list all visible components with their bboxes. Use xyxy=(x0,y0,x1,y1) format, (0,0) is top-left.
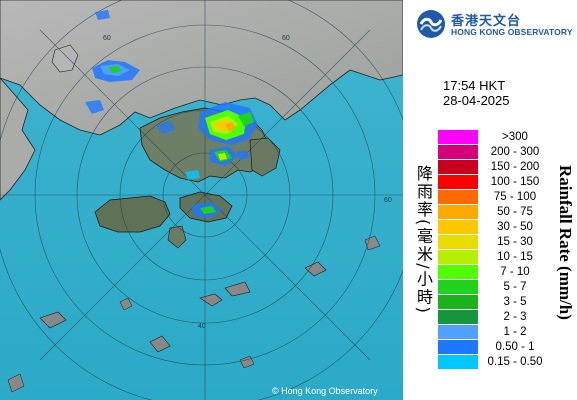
hko-logo-icon xyxy=(417,10,445,38)
legend-label: 150 - 200 xyxy=(490,161,540,173)
bay-land xyxy=(51,44,79,73)
legend-label: >300 xyxy=(502,131,528,143)
legend-swatch xyxy=(438,355,478,370)
observation-date: 28-04-2025 xyxy=(443,93,510,108)
island xyxy=(224,281,251,297)
legend-label: 200 - 300 xyxy=(490,146,540,158)
legend-label: 100 - 150 xyxy=(490,176,540,188)
legend-label: 0.15 - 0.50 xyxy=(487,356,543,368)
radar-echoes xyxy=(85,10,258,218)
legend-swatch xyxy=(438,295,478,310)
legend-swatch xyxy=(438,130,478,145)
info-panel: 香港天文台 HONG KONG OBSERVATORY 17:54 HKT 28… xyxy=(403,0,577,400)
legend-label: 7 - 10 xyxy=(500,266,530,278)
observation-time: 17:54 HKT xyxy=(443,78,506,93)
west-coast-land xyxy=(0,77,36,201)
legend-title-en: Rainfall Rate (mm/h) xyxy=(556,165,575,320)
legend-swatch xyxy=(438,280,478,295)
legend-swatches xyxy=(438,130,478,370)
legend-title-zh: 降雨率(毫米/小時) xyxy=(414,165,433,315)
legend-swatch xyxy=(438,265,478,280)
island xyxy=(7,373,25,393)
legend-label: 3 - 5 xyxy=(503,296,527,308)
island xyxy=(199,293,223,307)
legend-label: 2 - 3 xyxy=(503,311,527,323)
ring-label: 60 xyxy=(103,35,111,42)
legend-label: 15 - 30 xyxy=(497,236,533,248)
legend-swatch xyxy=(438,205,478,220)
legend-swatch xyxy=(438,250,478,265)
legend-label: 75 - 100 xyxy=(493,191,537,203)
radar-map-canvas: 60 60 60 40 © Hong Kong Observator xyxy=(0,0,403,400)
legend-swatch xyxy=(438,160,478,175)
hko-logo: 香港天文台 HONG KONG OBSERVATORY xyxy=(415,8,575,42)
mainland xyxy=(0,0,403,136)
legend-swatch xyxy=(438,175,478,190)
legend-swatch xyxy=(438,310,478,325)
ring-label: 40 xyxy=(198,323,206,330)
legend-label: 50 - 75 xyxy=(497,206,533,218)
legend-label: 5 - 7 xyxy=(503,281,527,293)
legend-swatch xyxy=(438,235,478,250)
legend-label: 1 - 2 xyxy=(503,326,527,338)
island xyxy=(304,261,327,277)
island xyxy=(149,335,171,353)
ring-label: 60 xyxy=(282,35,290,42)
ring-label: 60 xyxy=(384,197,392,204)
legend-label: 0.50 - 1 xyxy=(495,341,535,353)
lantau-island xyxy=(94,195,171,233)
island xyxy=(39,311,67,329)
legend-swatch xyxy=(438,190,478,205)
logo-name-zh: 香港天文台 xyxy=(451,14,522,29)
radar-map: 60 60 60 40 © Hong Kong Observator xyxy=(0,0,403,400)
range-rings xyxy=(0,0,403,400)
legend-swatch xyxy=(438,220,478,235)
copyright-text: © Hong Kong Observatory xyxy=(272,386,378,396)
legend-swatch xyxy=(438,145,478,160)
island xyxy=(119,297,133,311)
legend-swatch xyxy=(438,340,478,355)
legend-labels: >300 200 - 300 150 - 200 100 - 150 75 - 100 5… xyxy=(480,130,550,370)
legend-swatch xyxy=(438,325,478,340)
legend-label: 10 - 15 xyxy=(497,251,533,263)
logo-name-en: HONG KONG OBSERVATORY xyxy=(451,27,573,37)
legend-label: 30 - 50 xyxy=(497,221,533,233)
lamma-island xyxy=(167,225,187,249)
